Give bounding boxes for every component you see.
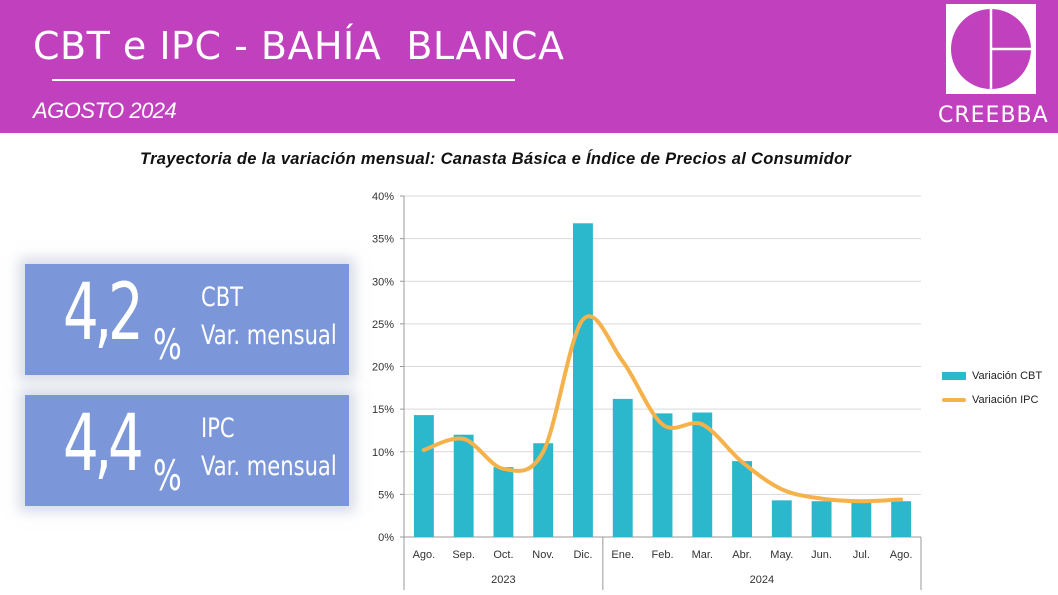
creebba-logo-icon xyxy=(946,4,1036,94)
y-tick-label: 40% xyxy=(372,191,394,203)
bar-cbt xyxy=(453,434,474,537)
kpi-ipc-value: 4,4 xyxy=(63,399,144,489)
bar-cbt xyxy=(612,398,633,537)
y-tick-label: 15% xyxy=(372,404,394,416)
group-label: 2023 xyxy=(491,574,515,586)
bar-cbt xyxy=(652,413,673,537)
bar-cbt xyxy=(891,501,912,537)
y-tick-label: 35% xyxy=(372,234,394,246)
kpi-cbt-sublabel: Var. mensual xyxy=(201,320,337,351)
bar-cbt xyxy=(732,461,752,537)
x-tick-label: Oct. xyxy=(493,549,513,561)
legend-ipc-swatch xyxy=(942,398,966,403)
y-tick-label: 0% xyxy=(378,532,394,544)
x-tick-label: Jul. xyxy=(853,549,870,561)
page-subtitle: AGOSTO 2024 xyxy=(33,98,177,123)
x-tick-label: Mar. xyxy=(692,549,713,561)
legend-ipc-label: Variación IPC xyxy=(972,394,1039,406)
x-tick-label: Sep. xyxy=(452,549,475,561)
x-tick-label: Feb. xyxy=(651,549,673,561)
line-ipc xyxy=(421,314,904,504)
kpi-cbt-value: 4,2 xyxy=(63,268,144,358)
x-tick-label: May. xyxy=(770,549,793,561)
x-tick-label: Ago. xyxy=(413,549,436,561)
legend-cbt: Variación CBT xyxy=(942,370,1042,382)
legend-ipc: Variación IPC xyxy=(942,394,1038,406)
kpi-cbt-label: CBT xyxy=(201,282,244,313)
y-tick-label: 5% xyxy=(378,489,394,501)
bar-cbt xyxy=(771,500,792,537)
y-tick-label: 20% xyxy=(372,362,394,374)
y-tick-label: 25% xyxy=(372,319,394,331)
legend-cbt-swatch xyxy=(942,372,966,381)
kpi-cbt-percent: % xyxy=(153,320,182,369)
y-tick-label: 10% xyxy=(372,447,394,459)
y-tick-label: 30% xyxy=(372,276,394,288)
kpi-ipc-sublabel: Var. mensual xyxy=(201,451,337,482)
title-underline xyxy=(52,79,515,81)
bar-cbt xyxy=(851,502,872,537)
logo-text: CREEBBA xyxy=(938,103,1049,128)
bar-cbt xyxy=(493,467,514,537)
bar-cbt xyxy=(533,443,554,537)
group-label: 2024 xyxy=(750,574,774,586)
page-title: CBT e IPC - BAHÍA BLANCA xyxy=(33,24,565,68)
kpi-ipc-percent: % xyxy=(153,451,182,500)
x-tick-label: Ago. xyxy=(890,549,913,561)
bar-cbt xyxy=(413,415,434,537)
x-tick-label: Dic. xyxy=(573,549,592,561)
bar-cbt xyxy=(692,412,713,537)
bar-cbt xyxy=(573,223,593,537)
legend-cbt-label: Variación CBT xyxy=(972,370,1043,382)
kpi-ipc-label: IPC xyxy=(201,413,235,444)
kpi-cbt: 4,2 % CBT Var. mensual xyxy=(25,264,349,375)
x-tick-label: Ene. xyxy=(611,549,634,561)
header-banner: CBT e IPC - BAHÍA BLANCA AGOSTO 2024 CRE… xyxy=(0,0,1058,133)
chart-title: Trayectoria de la variación mensual: Can… xyxy=(140,150,852,168)
bar-cbt xyxy=(811,501,832,537)
x-tick-label: Nov. xyxy=(532,549,554,561)
x-tick-label: Abr. xyxy=(732,549,752,561)
kpi-ipc: 4,4 % IPC Var. mensual xyxy=(25,395,349,506)
x-tick-label: Jun. xyxy=(811,549,832,561)
